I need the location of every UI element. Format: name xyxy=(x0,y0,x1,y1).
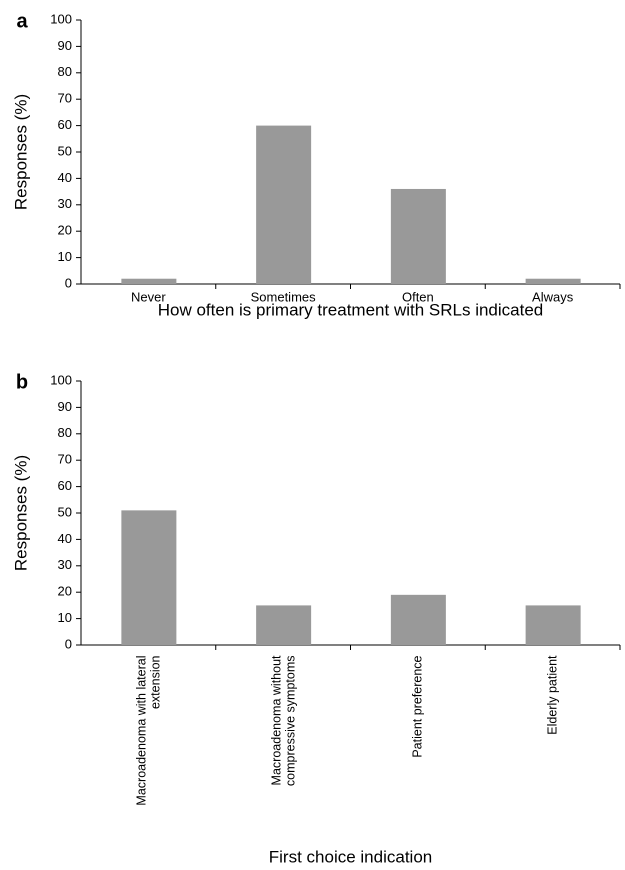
x-tick-label: Sometimes xyxy=(251,289,317,304)
x-tick-label: Patient preference xyxy=(410,655,425,758)
y-tick-label: 40 xyxy=(58,170,72,185)
bar xyxy=(256,605,312,645)
y-tick-label: 90 xyxy=(58,38,72,53)
y-tick-label: 100 xyxy=(50,372,72,387)
bar xyxy=(525,605,581,645)
y-tick-label: 10 xyxy=(58,610,72,625)
x-tick-label: Macroadenoma with lateral extension xyxy=(134,655,163,806)
bar xyxy=(256,125,312,284)
x-axis-title: First choice indication xyxy=(269,847,432,866)
y-tick-label: 20 xyxy=(58,584,72,599)
x-tick-label: Macroadenoma without compressive symptom… xyxy=(269,655,298,786)
y-tick-label: 70 xyxy=(58,452,72,467)
y-tick-label: 30 xyxy=(58,196,72,211)
y-tick-label: 80 xyxy=(58,64,72,79)
y-tick-label: 100 xyxy=(50,11,72,26)
panel-label: b xyxy=(16,371,28,393)
y-tick-label: 80 xyxy=(58,425,72,440)
y-tick-label: 0 xyxy=(65,275,72,290)
x-tick-label: Often xyxy=(402,289,434,304)
y-tick-label: 20 xyxy=(58,223,72,238)
y-tick-label: 30 xyxy=(58,557,72,572)
x-tick-label: Elderly patient xyxy=(545,655,560,735)
bar xyxy=(121,510,177,645)
y-axis-title: Responses (%) xyxy=(11,94,30,210)
y-tick-label: 0 xyxy=(65,636,72,651)
bar xyxy=(390,594,446,645)
y-tick-label: 70 xyxy=(58,91,72,106)
x-axis-title: How often is primary treatment with SRLs… xyxy=(158,300,544,319)
y-tick-label: 10 xyxy=(58,249,72,264)
y-tick-label: 50 xyxy=(58,143,72,158)
y-tick-label: 60 xyxy=(58,478,72,493)
bar xyxy=(390,188,446,284)
x-tick-label: Never xyxy=(131,289,166,304)
panel-label: a xyxy=(16,10,28,32)
bar xyxy=(525,278,581,284)
y-tick-label: 90 xyxy=(58,399,72,414)
y-tick-label: 60 xyxy=(58,117,72,132)
y-tick-label: 40 xyxy=(58,531,72,546)
y-tick-label: 50 xyxy=(58,504,72,519)
x-tick-label: Always xyxy=(532,289,574,304)
y-axis-title: Responses (%) xyxy=(11,455,30,571)
bar xyxy=(121,278,177,284)
